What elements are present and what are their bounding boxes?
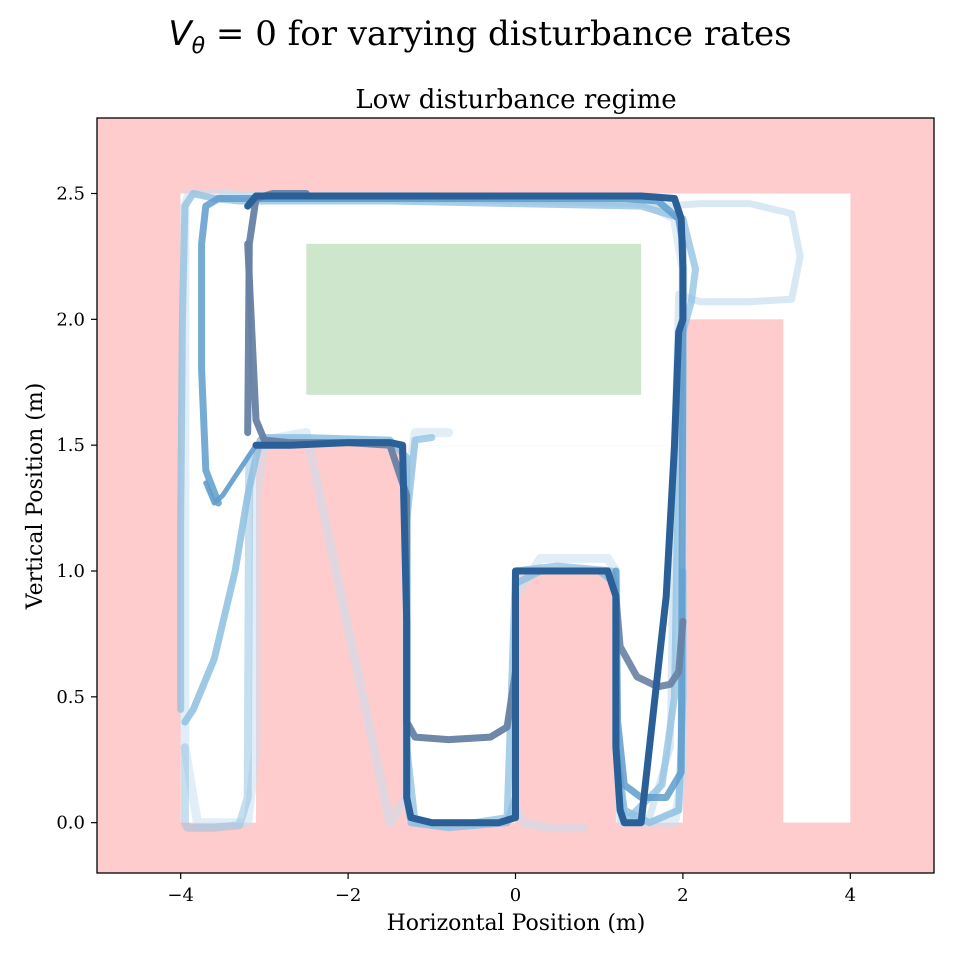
y-tick-label: 2.5 [56,184,85,205]
y-tick-label: 0.5 [56,687,85,708]
y-axis-label: Vertical Position (m) [23,383,48,611]
chart-title: Low disturbance regime [355,85,676,115]
x-axis-label: Horizontal Position (m) [387,911,646,936]
x-tick-label: 0 [510,885,521,906]
goal-region [306,243,642,395]
free-space-region [406,571,516,823]
plot-area [97,118,934,873]
suptitle: Vθ = 0 for varying disturbance rates [168,14,791,59]
ticks-layer: −4 −2 0 2 4 0.0 0.5 1.0 1.5 2.0 2.5 [56,184,856,907]
x-tick-label: −4 [167,885,194,906]
trajectory-7 [203,442,259,506]
y-tick-label: 2.0 [56,309,85,330]
x-tick-label: 4 [845,885,856,906]
free-space-region [406,445,683,571]
x-tick-label: −2 [335,885,362,906]
x-tick-label: 2 [677,885,688,906]
y-tick-label: 1.0 [56,561,85,582]
y-tick-label: 0.0 [56,813,85,834]
trajectories-layer [177,189,804,833]
trajectory-11 [244,192,687,827]
y-tick-label: 1.5 [56,435,85,456]
trajectory-5 [180,453,254,832]
